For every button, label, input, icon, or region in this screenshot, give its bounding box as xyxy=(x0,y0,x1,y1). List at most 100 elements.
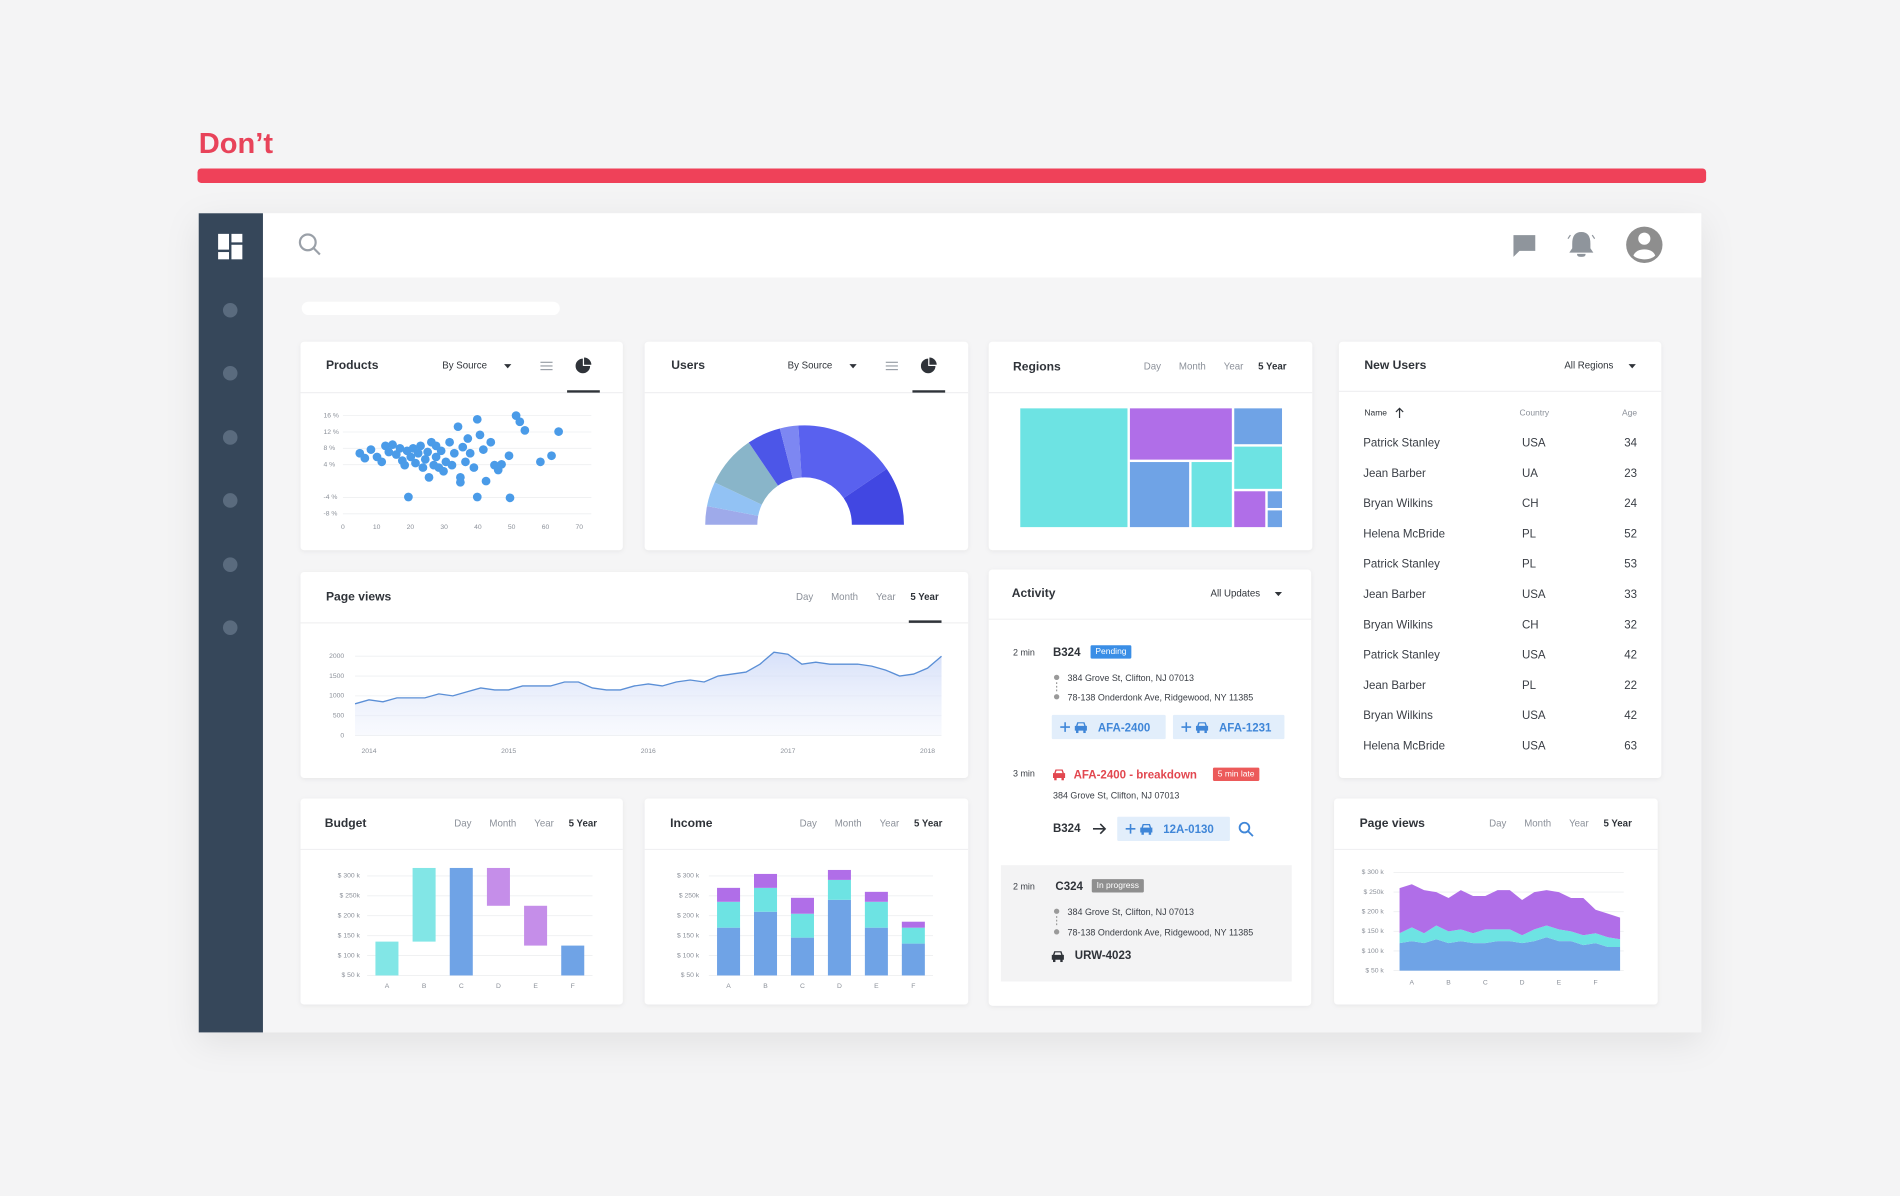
tab[interactable]: Year xyxy=(1224,362,1244,373)
vehicle-code[interactable]: AFA-1231 xyxy=(1219,722,1272,734)
area-layer xyxy=(1399,937,1621,971)
vehicle-button[interactable] xyxy=(1051,714,1166,740)
route-code: B324 xyxy=(1053,823,1081,835)
scatter-point xyxy=(445,437,454,447)
column-header[interactable]: Country xyxy=(1520,407,1550,417)
tab[interactable]: Day xyxy=(1489,819,1506,830)
caret[interactable] xyxy=(849,364,857,369)
cell-country: PL xyxy=(1522,680,1537,692)
filter-dropdown[interactable]: All Regions xyxy=(1564,361,1613,372)
tab[interactable]: 5 Year xyxy=(569,819,598,830)
column-header[interactable]: Name xyxy=(1364,407,1387,417)
filter-dropdown[interactable]: By Source xyxy=(442,361,487,372)
x-tick-label: 2018 xyxy=(920,748,935,755)
tab[interactable]: 5 Year xyxy=(910,592,939,603)
plus-icon[interactable] xyxy=(1181,722,1192,732)
scatter-point xyxy=(461,457,470,467)
cell-country: PL xyxy=(1522,528,1537,540)
donut-segment xyxy=(779,425,802,479)
treemap-cell xyxy=(1129,408,1232,460)
y-tick-label: 12 % xyxy=(324,429,339,436)
y-tick-label: 8 % xyxy=(324,445,336,452)
card-title: Page views xyxy=(326,590,392,604)
search-button[interactable] xyxy=(1238,821,1254,837)
bar-segment xyxy=(827,899,851,976)
tab[interactable]: Day xyxy=(454,819,471,830)
tab[interactable]: Year xyxy=(880,819,900,830)
filter-dropdown[interactable]: All Updates xyxy=(1211,588,1261,599)
y-tick-label: $ 200 k xyxy=(338,913,361,920)
x-tick-label: 2017 xyxy=(780,748,795,755)
nav-dots[interactable] xyxy=(222,302,238,635)
cell-name: Bryan Wilkins xyxy=(1363,710,1433,722)
tab[interactable]: Year xyxy=(534,819,554,830)
scatter-point xyxy=(486,437,496,447)
caret[interactable] xyxy=(504,364,512,369)
vehicle-code[interactable]: 12A-0130 xyxy=(1163,824,1214,836)
search-icon[interactable] xyxy=(298,233,321,256)
tab[interactable]: Year xyxy=(876,592,896,603)
plus-icon[interactable] xyxy=(1125,823,1136,834)
bar-segment xyxy=(901,927,925,944)
bar-segment xyxy=(717,927,741,976)
x-tick-label: D xyxy=(837,983,842,990)
view-icons[interactable] xyxy=(540,357,946,393)
y-tick-label: 16 % xyxy=(324,412,339,419)
cell-name: Bryan Wilkins xyxy=(1363,498,1433,510)
cell-country: USA xyxy=(1522,710,1546,722)
plus-icon[interactable] xyxy=(1060,722,1070,732)
x-tick-label: B xyxy=(422,983,427,990)
x-tick-label: 30 xyxy=(440,524,448,531)
scatter-point xyxy=(424,473,434,482)
caret[interactable] xyxy=(1628,364,1636,369)
x-tick-label: C xyxy=(800,983,805,990)
cell-country: USA xyxy=(1522,438,1546,450)
y-tick-label: -8 % xyxy=(324,511,338,518)
bar xyxy=(524,905,548,946)
scatter-point xyxy=(413,448,423,458)
bar-segment xyxy=(864,901,888,928)
tab[interactable]: Day xyxy=(796,592,813,603)
cell-country: USA xyxy=(1522,740,1546,752)
vehicle-code[interactable]: AFA-2400 xyxy=(1098,722,1150,734)
bell-icon[interactable] xyxy=(1567,232,1596,257)
x-tick-label: 70 xyxy=(575,524,583,531)
tab[interactable]: 5 Year xyxy=(1258,362,1287,373)
vehicle-button[interactable] xyxy=(1117,816,1230,841)
x-tick-label: A xyxy=(726,983,731,990)
scatter-point xyxy=(384,447,394,457)
tab[interactable]: Month xyxy=(489,819,516,830)
cell-name: Patrick Stanley xyxy=(1363,438,1440,450)
y-tick-label: $ 150 k xyxy=(677,932,700,939)
tab[interactable]: 5 Year xyxy=(1603,819,1632,830)
vehicle-button[interactable] xyxy=(1172,714,1285,740)
tab[interactable]: Day xyxy=(1144,362,1161,373)
caret[interactable] xyxy=(1274,591,1283,597)
column-header[interactable]: Age xyxy=(1622,407,1637,417)
y-tick-label: $ 250k xyxy=(1363,889,1384,896)
treemap-cell xyxy=(1234,491,1266,528)
tab[interactable]: 5 Year xyxy=(914,819,943,830)
bar xyxy=(561,945,585,976)
sort-arrow[interactable] xyxy=(1395,407,1404,419)
status-badge xyxy=(1091,879,1144,893)
treemap-cell xyxy=(1191,462,1232,528)
card-title: Users xyxy=(671,358,705,372)
tab[interactable]: Day xyxy=(800,819,817,830)
chat-icon[interactable] xyxy=(1513,235,1536,257)
cell-name: Bryan Wilkins xyxy=(1363,619,1433,631)
donut-segment xyxy=(705,506,759,525)
tab[interactable]: Year xyxy=(1569,819,1589,830)
tab[interactable]: Month xyxy=(835,819,862,830)
donut-segment xyxy=(714,442,779,505)
tab[interactable]: Month xyxy=(1524,819,1551,830)
x-tick-label: E xyxy=(533,983,538,990)
logo[interactable] xyxy=(218,233,243,260)
x-tick-label: 2016 xyxy=(641,748,656,755)
tab[interactable]: Month xyxy=(1179,362,1206,373)
filter-dropdown[interactable]: By Source xyxy=(788,361,833,372)
avatar[interactable] xyxy=(1626,226,1663,263)
scatter-point xyxy=(463,434,473,443)
cell-age: 22 xyxy=(1624,680,1637,692)
tab[interactable]: Month xyxy=(831,592,858,603)
